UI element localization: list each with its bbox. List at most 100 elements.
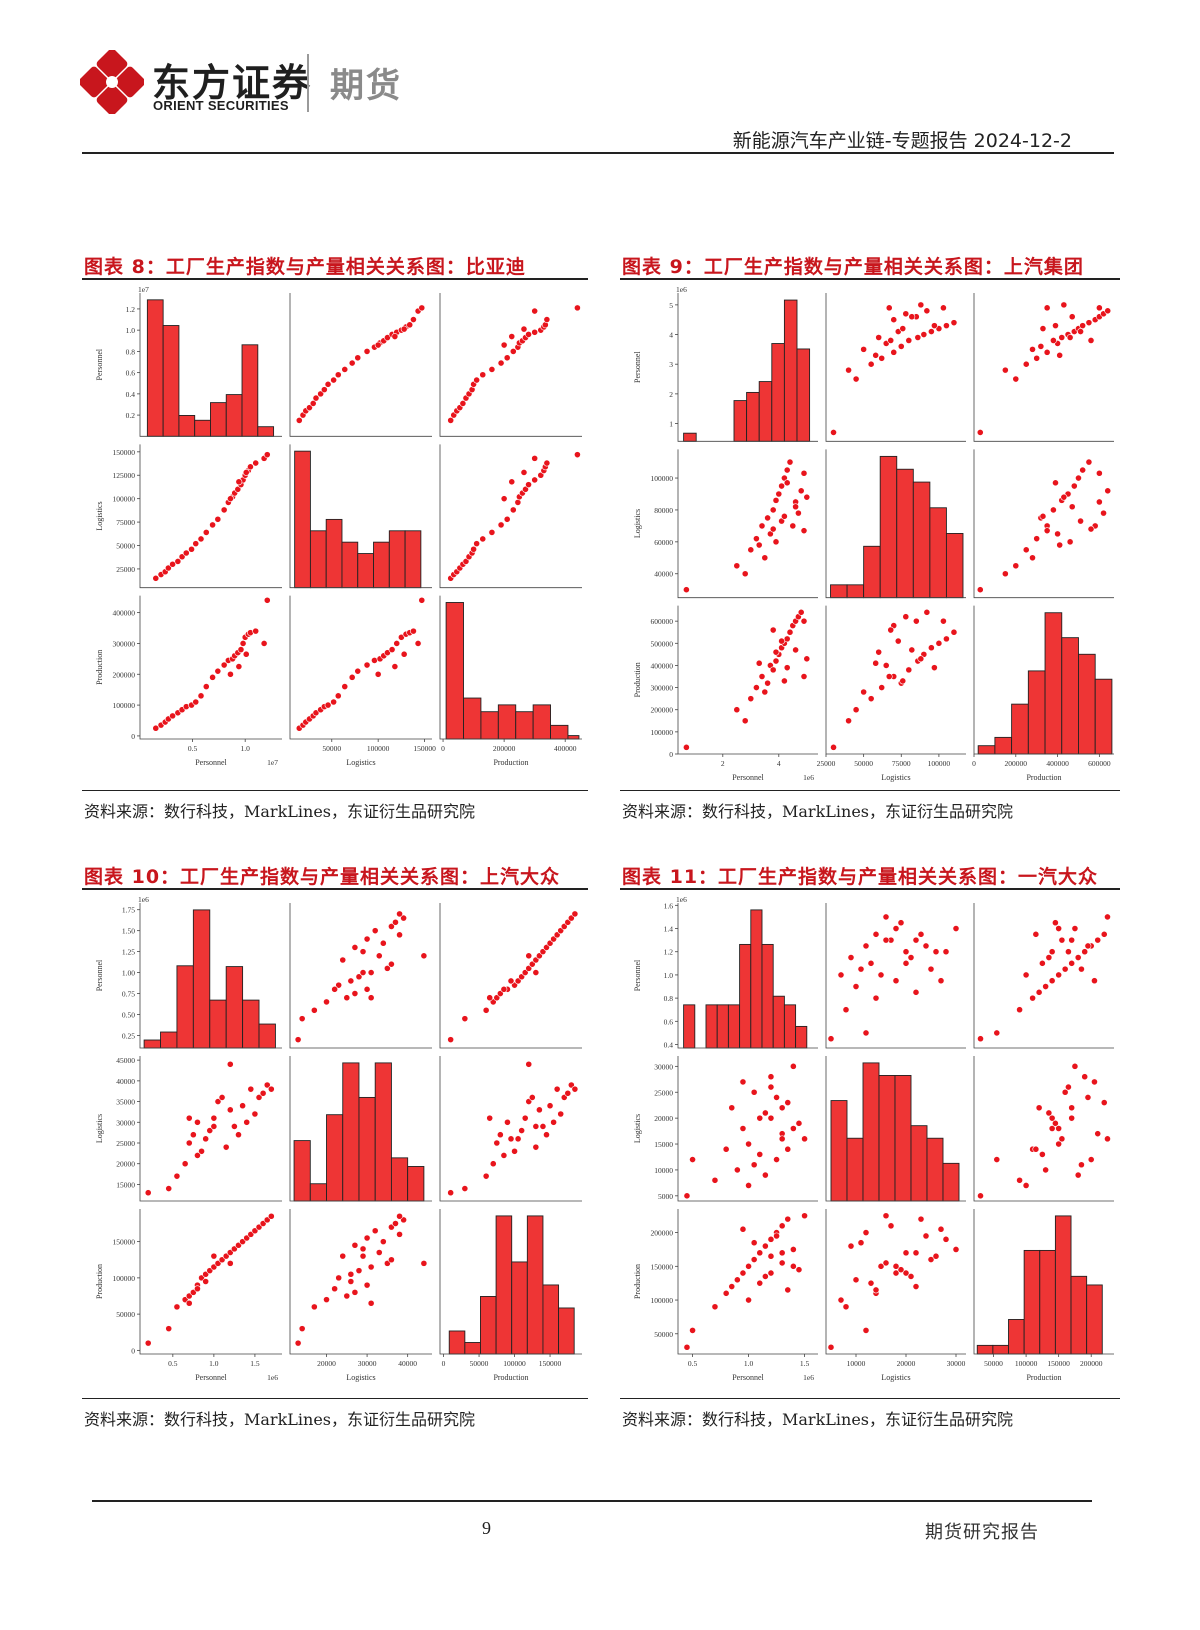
scatter-point (306, 404, 313, 412)
scatter-point (574, 451, 581, 459)
scatter-point (801, 1135, 808, 1143)
scatter-point (908, 313, 916, 321)
scatter-point (169, 712, 177, 720)
y-tick-label: 400000 (651, 661, 674, 670)
scatter-point (317, 390, 325, 398)
y-tick-label: 0.2 (126, 411, 136, 420)
scatter-point (520, 325, 528, 333)
y-tick-label: 3 (669, 360, 673, 369)
scatter-point (789, 1246, 797, 1253)
histogram-bar (480, 711, 499, 740)
panel-logistics-vs-production (973, 1056, 1114, 1202)
scatter-point (1042, 1166, 1050, 1174)
scatter-point (940, 617, 947, 625)
panel-production-vs-logistics: 50000 100000 150000 Logistics (289, 595, 436, 767)
scatter-point (882, 936, 890, 944)
scatter-point (872, 994, 880, 1002)
scatter-point (230, 1123, 238, 1130)
scatter-point (912, 617, 920, 625)
scatter-point (689, 1156, 696, 1163)
scatter-point (1079, 322, 1087, 330)
scatter-point (252, 459, 260, 467)
scatter-point (371, 656, 378, 664)
scatter-point (872, 351, 880, 359)
scatter-point (252, 627, 260, 635)
scatter-point (1052, 322, 1059, 330)
scatter-point (174, 558, 182, 565)
histogram-bar (407, 1166, 425, 1202)
scatter-point (202, 528, 210, 536)
scatter-point (935, 639, 943, 647)
scatter-point (511, 1147, 518, 1155)
scatter-point (227, 670, 234, 678)
scatter-point (756, 1114, 764, 1122)
scatter-point (800, 673, 808, 680)
panel-logistics-vs-logistics (289, 444, 432, 589)
scatter-point (943, 322, 950, 330)
scatter-point (359, 969, 367, 976)
scatter-point (192, 540, 200, 548)
scatter-point (862, 942, 870, 950)
scatter-point (887, 337, 895, 344)
scatter-point (907, 954, 915, 961)
scatter-point (531, 328, 539, 336)
histogram-bar (497, 704, 517, 740)
figure-bottom-rule (82, 1398, 588, 1399)
scatter-point (531, 307, 539, 315)
scatter-point (784, 1145, 792, 1153)
scatter-point (977, 1192, 984, 1200)
pairplot-svg: 0.2 0.4 0.6 0.8 1.0 1.2 Personnel 1e7 25000 50000… (95, 285, 582, 767)
scatter-point (897, 919, 905, 927)
scatter-point (1074, 954, 1082, 961)
scatter-point (902, 1269, 910, 1277)
scatter-point (202, 683, 210, 690)
scatter-point (400, 650, 408, 658)
scatter-point (537, 471, 545, 479)
histogram-bar (1011, 703, 1029, 755)
y-axis-label: Production (95, 1264, 104, 1299)
y-tick-label: 0.8 (664, 994, 674, 1003)
histogram-bar (495, 1215, 513, 1355)
scatter-point (1033, 535, 1041, 543)
scatter-point (500, 341, 508, 349)
scatter-point (733, 562, 741, 570)
histogram-bar (733, 400, 748, 442)
histogram-bar (683, 432, 697, 442)
scatter-point (769, 626, 777, 634)
panel-logistics-vs-personnel: 5000 10000 15000 20000 25000 30000 Logistics (633, 1056, 818, 1202)
scatter-point (263, 1081, 271, 1089)
scatter-point (976, 586, 984, 594)
scatter-point (745, 1182, 752, 1189)
scatter-point (1087, 525, 1095, 533)
scatter-point (908, 646, 916, 654)
x-axis-label: Logistics (881, 773, 910, 782)
scatter-point (1100, 509, 1107, 517)
y-tick-label: 20000 (116, 1160, 135, 1169)
scatter-point (920, 331, 928, 338)
y-tick-label: 150000 (113, 448, 136, 457)
figure-bottom-rule (620, 1398, 1120, 1399)
scatter-point (391, 663, 399, 670)
scatter-point (218, 1094, 226, 1101)
scatter-point (930, 322, 938, 330)
scatter-point (420, 1259, 428, 1267)
x-tick-label: 75000 (892, 759, 911, 768)
scatter-point (531, 454, 539, 462)
scatter-point (902, 310, 910, 318)
scatter-point (1050, 506, 1057, 514)
axis-spine (973, 903, 1114, 1049)
scatter-point (912, 988, 920, 996)
histogram-bar (1094, 678, 1113, 755)
scatter-point (1022, 546, 1030, 554)
scatter-point (860, 688, 868, 696)
scatter-point (1065, 948, 1072, 956)
scatter-point (363, 1234, 371, 1242)
scatter-point (1066, 538, 1074, 546)
y-axis-label: Logistics (633, 1114, 642, 1143)
histogram-bar (146, 299, 164, 437)
x-tick-label: 30000 (358, 1359, 377, 1368)
x-tick-label: 1.0 (744, 1359, 754, 1368)
scatter-point (912, 1249, 920, 1257)
scatter-point (1048, 948, 1056, 956)
scatter-point (1029, 345, 1036, 353)
